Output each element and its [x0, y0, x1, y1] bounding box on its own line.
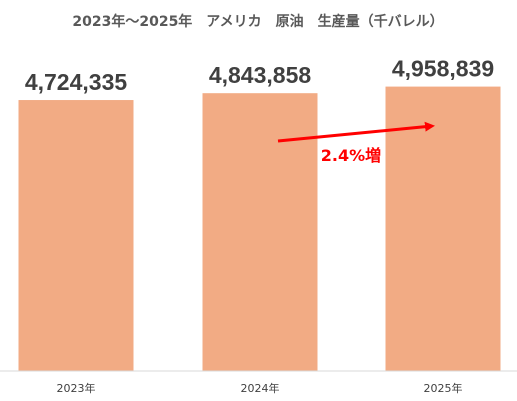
growth-annotation: 2.4%増 — [277, 121, 435, 165]
bar-2024年 — [202, 93, 318, 372]
x-tick-label-2024年: 2024年 — [241, 381, 280, 395]
bar-2025年 — [385, 86, 501, 371]
chart-title: 2023年～2025年 アメリカ 原油 生産量（千バレル） — [72, 13, 443, 30]
growth-annotation-label: 2.4%増 — [321, 146, 381, 165]
data-label-2025年: 4,958,839 — [392, 56, 494, 82]
data-label-2023年: 4,724,335 — [25, 69, 128, 95]
growth-arrow — [277, 121, 435, 143]
x-tick-label-2025年: 2025年 — [424, 381, 463, 395]
data-label-2024年: 4,843,858 — [209, 62, 312, 88]
bar-2023年 — [18, 100, 134, 371]
x-tick-label-2023年: 2023年 — [57, 381, 96, 395]
bars-layer: 4,724,335 2023年 4,843,858 2024年 4,958,839 202… — [18, 56, 501, 395]
